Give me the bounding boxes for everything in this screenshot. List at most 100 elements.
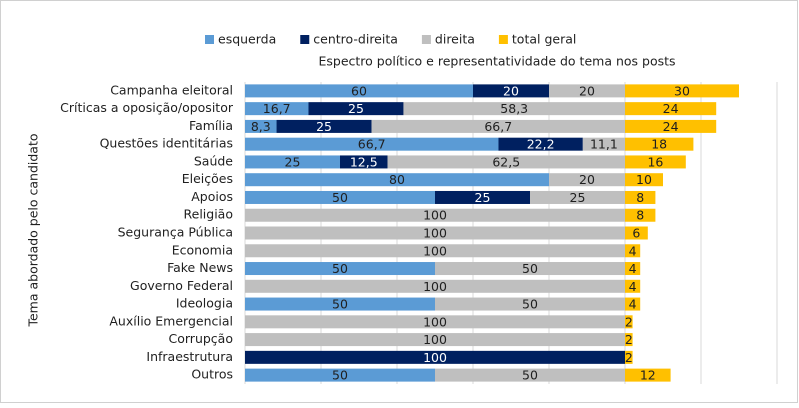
bar-segment (498, 137, 583, 151)
legend-swatch (498, 35, 508, 44)
bar-segment (625, 333, 633, 347)
data-label: 2 (625, 332, 633, 347)
bar-segment (582, 137, 625, 151)
data-label: 4 (629, 279, 637, 294)
bar-segment (625, 226, 648, 240)
data-label: 11,1 (590, 137, 618, 152)
data-label: 100 (423, 350, 447, 365)
data-label: 100 (423, 279, 447, 294)
bar-segment (387, 155, 625, 169)
bar-segment (245, 190, 435, 204)
legend-label: centro-direita (313, 32, 398, 47)
bar-segment (625, 262, 641, 276)
bar-segment (625, 102, 717, 116)
bar-segment (245, 208, 625, 222)
bar-segment (245, 315, 625, 329)
data-label: 25 (316, 119, 332, 134)
data-label: 8,3 (251, 119, 271, 134)
y-tick-label: Fake News (167, 260, 233, 275)
data-label: 20 (579, 83, 595, 98)
data-label: 50 (332, 297, 348, 312)
bar-segment (549, 173, 625, 187)
bar-segment (245, 262, 435, 276)
data-label: 4 (629, 297, 637, 312)
data-label: 20 (579, 172, 595, 187)
data-label: 18 (651, 137, 667, 152)
y-tick-label: Saúde (194, 153, 233, 168)
bar-segment (435, 190, 530, 204)
bar-segment (245, 155, 340, 169)
legend-swatch (421, 35, 431, 44)
y-tick-label: Outros (191, 367, 233, 382)
bar-segment (625, 84, 739, 98)
data-label: 24 (663, 101, 679, 116)
bar-segment (245, 333, 625, 347)
data-label: 2 (625, 350, 633, 365)
bar-segment (625, 155, 686, 169)
y-tick-label: Religião (184, 207, 233, 222)
bar-segment (473, 84, 549, 98)
data-label: 30 (674, 83, 690, 98)
bar-segment (245, 137, 499, 151)
data-label: 8 (636, 190, 644, 205)
data-label: 66,7 (484, 119, 512, 134)
bar-segment (435, 262, 625, 276)
data-label: 66,7 (358, 137, 386, 152)
data-label: 50 (522, 297, 538, 312)
data-label: 50 (522, 368, 538, 383)
y-tick-label: Segurança Pública (118, 225, 233, 240)
data-label: 10 (636, 172, 652, 187)
bar-segment (245, 226, 625, 240)
y-tick-label: Infraestrutura (146, 349, 233, 364)
y-tick-label: Críticas a oposição/opositor (60, 100, 234, 115)
bar-segment (371, 119, 625, 133)
bar-segment (625, 137, 694, 151)
data-label: 12 (640, 368, 656, 383)
chart-subtitle: Espectro político e representatividade d… (318, 54, 675, 69)
data-label: 100 (423, 332, 447, 347)
legend-label: direita (435, 32, 475, 47)
data-label: 50 (522, 261, 538, 276)
bar-segment (625, 350, 633, 364)
bar-segment (625, 244, 641, 258)
data-label: 50 (332, 368, 348, 383)
legend-swatch (300, 35, 310, 44)
bar-segment (308, 102, 404, 116)
data-label: 100 (423, 243, 447, 258)
bar-segment (245, 119, 277, 133)
data-label: 2 (625, 314, 633, 329)
data-label: 50 (332, 261, 348, 276)
bar-segment (403, 102, 625, 116)
bar-segment (245, 279, 625, 293)
data-label: 22,2 (527, 137, 555, 152)
bar-segment (245, 102, 309, 116)
data-label: 60 (351, 83, 367, 98)
bar-segment (625, 279, 641, 293)
bar-segment (435, 368, 625, 382)
bar-segment (245, 84, 473, 98)
y-tick-label: Auxílio Emergencial (109, 313, 233, 328)
data-label: 25 (348, 101, 364, 116)
data-label: 6 (632, 226, 640, 241)
bar-segment (245, 297, 435, 311)
y-tick-label: Economia (172, 242, 233, 257)
y-tick-label: Campanha eleitoral (110, 82, 233, 97)
data-label: 12,5 (350, 154, 378, 169)
bar-segment (245, 350, 625, 364)
data-label: 16,7 (263, 101, 291, 116)
data-label: 24 (663, 119, 679, 134)
data-label: 25 (475, 190, 491, 205)
legend-label: total geral (512, 32, 576, 47)
data-label: 16 (647, 154, 663, 169)
y-tick-label: Governo Federal (130, 278, 233, 293)
bar-segment (340, 155, 388, 169)
data-label: 62,5 (492, 154, 520, 169)
y-tick-label: Eleições (182, 171, 233, 186)
bar-segment (625, 297, 641, 311)
y-tick-label: Ideologia (176, 296, 233, 311)
data-label: 4 (629, 261, 637, 276)
data-label: 20 (503, 83, 519, 98)
bar-segment (549, 84, 625, 98)
y-tick-label: Questões identitárias (100, 136, 233, 151)
